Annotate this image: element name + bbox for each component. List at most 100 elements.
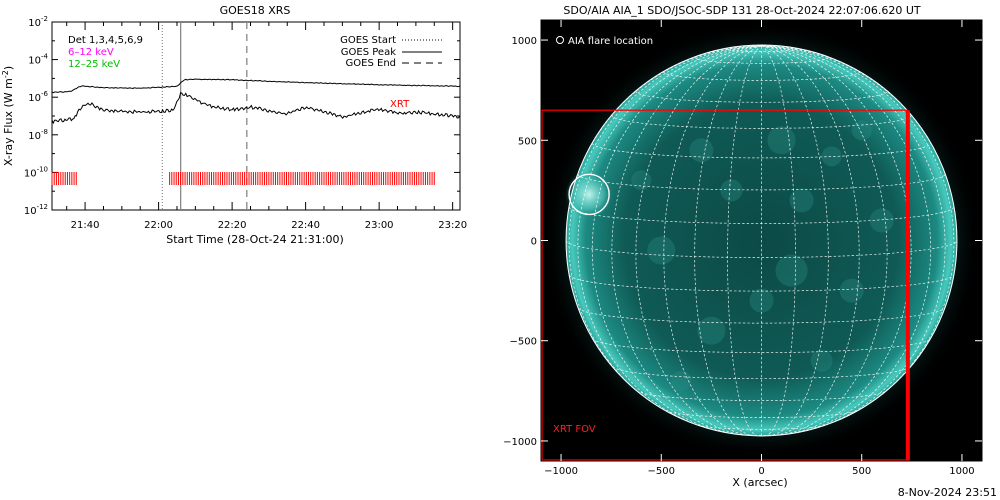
goes-x-tick-label: 22:20 (218, 220, 247, 231)
latitude-line (636, 390, 887, 401)
active-region (720, 179, 743, 202)
goes-legend: GOES Start GOES Peak GOES End (340, 35, 442, 69)
goes-x-tick-label: 21:40 (71, 220, 100, 231)
longitude-line (568, 45, 762, 416)
aia-x-tick-label: 1000 (949, 466, 974, 477)
goes-y-tick-label: 10-2 (28, 15, 48, 29)
active-region (810, 349, 833, 372)
longitude-line (591, 45, 762, 434)
longitude-line (761, 45, 946, 431)
goes-y-tick-exp: -4 (41, 53, 49, 61)
footer-timestamp: 8-Nov-2024 23:51 (898, 486, 997, 499)
band-6-12-label: 6–12 keV (68, 47, 114, 58)
active-region (671, 370, 692, 391)
aia-x-tick-label: 0 (758, 466, 764, 477)
active-region (767, 126, 796, 155)
latitude-line (577, 173, 946, 191)
aia-title: SDO/AIA AIA_1 SDO/JSOC-SDP 131 28-Oct-20… (563, 4, 921, 17)
longitude-line (611, 45, 762, 435)
goes-y-tick-label: 10-6 (28, 90, 48, 104)
goes-y-tick-exp: -6 (41, 90, 49, 98)
active-region (789, 188, 814, 213)
goes-series (51, 78, 461, 125)
aia-axis-ticks: −1000 −500 0 500 1000 −1000 −500 0 500 1000 (503, 20, 982, 477)
goes-y-axis-label-exp: -2 (1, 70, 10, 78)
goes-y-tick-base: 10 (28, 56, 41, 67)
longitude-line (694, 45, 762, 436)
band-12-25-label: 12–25 keV (68, 59, 120, 70)
active-region (647, 236, 676, 265)
longitude-line (663, 45, 762, 436)
longitude-line (761, 45, 912, 435)
longitude-line (761, 45, 955, 416)
detector-label: Det 1,3,4,5,6,9 (68, 35, 143, 46)
legend-goes-end-label: GOES End (346, 58, 396, 69)
goes-x-axis-label: Start Time (28-Oct-24 21:31:00) (166, 233, 344, 246)
goes-y-tick-exp: -2 (41, 15, 48, 23)
goes-x-tick-label: 22:00 (144, 220, 173, 231)
goes-y-tick-label: 10-12 (24, 203, 48, 217)
goes-x-tick-label: 23:00 (365, 220, 394, 231)
goes-y-tick-label: 10-10 (24, 165, 48, 179)
latitude-line (566, 240, 957, 258)
latitude-line (664, 410, 859, 418)
latitude-line (611, 114, 912, 129)
goes-series-upper (51, 78, 460, 94)
flare-legend-label: AIA flare location (568, 36, 653, 47)
latitude-line (694, 55, 829, 64)
aia-x-tick-label: −500 (648, 466, 675, 477)
goes-y-tick-exp: -12 (37, 203, 48, 211)
goes-title: GOES18 XRS (220, 4, 291, 17)
active-region (821, 146, 842, 167)
legend-goes-peak-label: GOES Peak (341, 47, 396, 58)
xrt-label: XRT (390, 99, 410, 110)
goes-y-axis-label: X-ray Flux (W m-2) (1, 66, 15, 166)
active-region (775, 254, 808, 287)
goes-x-ticks: 21:40 22:00 22:20 22:40 23:00 23:20 (66, 22, 467, 231)
aia-y-tick-label: −1000 (503, 437, 537, 448)
goes-y-tick-label: 10-4 (28, 53, 48, 67)
aia-x-tick-label: −1000 (544, 466, 578, 477)
flare-location-circle (568, 173, 610, 216)
longitude-line (761, 45, 860, 436)
goes-y-axis-label-main: X-ray Flux (W m (2, 78, 15, 166)
active-region (631, 170, 652, 191)
active-region (689, 138, 714, 163)
flare-glow (565, 170, 614, 219)
active-region (697, 316, 726, 345)
aia-x-axis-label: X (arcsec) (732, 476, 787, 489)
goes-y-tick-base: 10 (28, 18, 41, 29)
aia-y-tick-label: 1000 (512, 36, 537, 47)
goes-y-tick-base: 10 (28, 131, 41, 142)
active-region (851, 120, 872, 141)
longitude-line (761, 45, 829, 436)
goes-x-tick-label: 22:40 (291, 220, 320, 231)
aia-x-tick-label: 500 (852, 466, 871, 477)
longitude-line (577, 45, 762, 431)
goes-y-tick-exp: -10 (37, 165, 48, 173)
latitude-line (727, 47, 796, 53)
goes-y-tick-label: 10-8 (28, 128, 48, 142)
longitude-line (761, 45, 796, 436)
aia-y-tick-label: −500 (510, 337, 537, 348)
goes-series-lower (51, 91, 461, 125)
goes-y-tick-base: 10 (24, 206, 37, 217)
longitude-line (761, 45, 932, 434)
goes-y-tick-base: 10 (28, 93, 41, 104)
aia-y-tick-label: 0 (531, 237, 537, 248)
legend-goes-start-label: GOES Start (340, 35, 396, 46)
solar-limb (565, 44, 958, 437)
goes-y-tick-base: 10 (24, 168, 37, 179)
xrt-coverage (51, 172, 435, 185)
goes-y-axis-label-close: ) (2, 66, 15, 70)
latitude-line (612, 366, 911, 380)
active-region (839, 278, 864, 303)
aia-image-panel: SDO/AIA AIA_1 SDO/JSOC-SDP 131 28-Oct-20… (503, 4, 997, 499)
longitude-line (727, 45, 762, 436)
aia-y-tick-label: 500 (518, 136, 537, 147)
goes-x-tick-label: 23:20 (438, 220, 467, 231)
goes-y-tick-exp: -8 (41, 128, 48, 136)
